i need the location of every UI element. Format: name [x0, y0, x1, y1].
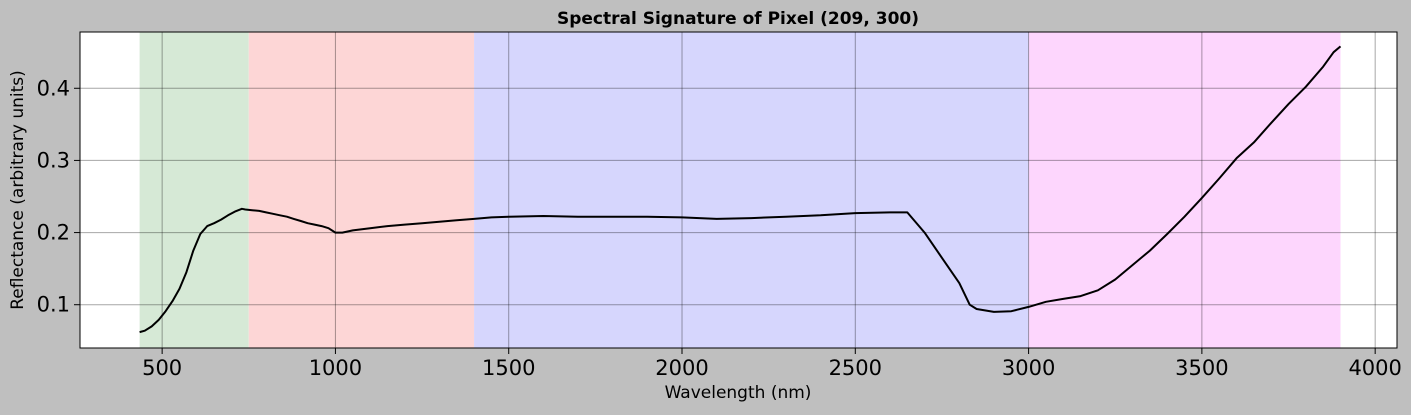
- grid-lines: [80, 32, 1397, 348]
- y-axis-label: Reflectance (arbitrary units): [8, 70, 28, 310]
- y-tick-label-0.1: 0.1: [37, 293, 70, 317]
- x-tick-label-3000: 3000: [1002, 356, 1055, 380]
- x-tick-label-2000: 2000: [655, 356, 708, 380]
- x-tick-label-1500: 1500: [482, 356, 535, 380]
- y-tick-label-0.2: 0.2: [37, 221, 70, 245]
- x-tick-label-1000: 1000: [309, 356, 362, 380]
- x-axis-label: Wavelength (nm): [665, 383, 812, 403]
- region-band-3: [474, 32, 1029, 348]
- chart-title: Spectral Signature of Pixel (209, 300): [557, 9, 919, 29]
- region-band-2: [248, 32, 475, 348]
- region-band-1: [139, 32, 249, 348]
- wavelength-regions: [139, 32, 1341, 348]
- x-tick-label-2500: 2500: [829, 356, 882, 380]
- y-tick-label-0.4: 0.4: [37, 76, 70, 100]
- x-tick-label-4000: 4000: [1348, 356, 1401, 380]
- axis-ticks: 500 1000 1500 2000 2500 3000 3500 4000 0.1 0.2 0.3…: [37, 76, 1402, 380]
- x-tick-label-3500: 3500: [1175, 356, 1228, 380]
- plot-frame: [79, 31, 1398, 349]
- y-tick-label-0.3: 0.3: [37, 148, 70, 172]
- region-band-4: [1028, 32, 1341, 348]
- x-tick-label-500: 500: [142, 356, 182, 380]
- reflectance-line: [139, 45, 1342, 334]
